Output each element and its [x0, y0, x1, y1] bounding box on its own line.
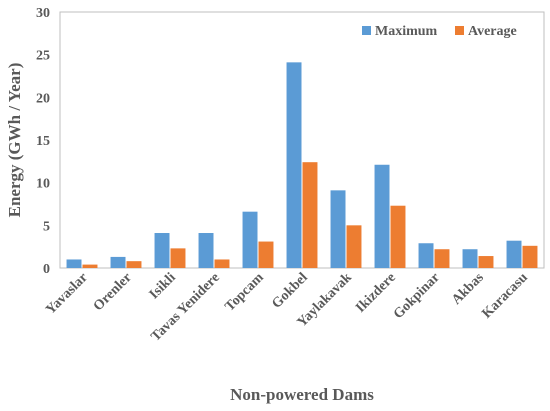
bar-maximum-yavaslar: [66, 259, 82, 268]
x-tick-label: Gokpinar: [391, 270, 443, 322]
bar-average-gokpinar: [434, 249, 450, 268]
plot-border: [59, 11, 545, 269]
bars: [66, 62, 538, 268]
legend: Maximum Average: [362, 24, 517, 39]
y-tick-label: 20: [36, 91, 50, 106]
bar-maximum-ikizdere: [374, 164, 390, 268]
bar-average-isikli: [170, 248, 186, 268]
bar-maximum-tavas-yenidere: [198, 233, 214, 268]
bar-maximum-gokpinar: [418, 243, 434, 268]
bar-average-karacasu: [522, 245, 538, 268]
bar-average-topcam: [258, 241, 274, 268]
x-axis-title: Non-powered Dams: [230, 385, 374, 404]
bar-maximum-topcam: [242, 211, 258, 268]
bar-average-yavaslar: [82, 264, 98, 268]
y-tick-label: 10: [36, 177, 50, 192]
x-tick-label: Karacasu: [480, 270, 531, 321]
bar-maximum-yaylakavak: [330, 190, 346, 268]
bar-average-yaylakavak: [346, 225, 362, 268]
x-tick-label: Ikizdere: [353, 270, 399, 316]
y-tick-label: 15: [36, 134, 50, 149]
legend-label-average: Average: [468, 24, 517, 39]
bar-maximum-orenler: [110, 256, 126, 268]
bar-average-gokbel: [302, 162, 318, 268]
legend-swatch-average: [455, 26, 464, 35]
x-tick-label: Isikli: [147, 270, 179, 302]
x-tick-label: Gokbel: [269, 270, 310, 311]
bar-maximum-gokbel: [286, 62, 302, 268]
x-tick-label: Orenler: [91, 270, 135, 314]
bar-average-orenler: [126, 261, 142, 268]
bar-average-ikizdere: [390, 205, 406, 268]
bar-maximum-akbas: [462, 249, 478, 268]
x-tick-label: Akbas: [449, 270, 487, 308]
y-axis-ticks: 0 5 10 15 20 25 30: [36, 6, 50, 277]
y-axis-title: Energy (GWh / Year): [5, 63, 24, 218]
y-tick-label: 30: [36, 6, 50, 21]
y-tick-label: 0: [43, 262, 50, 277]
bar-maximum-isikli: [154, 233, 170, 268]
legend-label-maximum: Maximum: [375, 24, 438, 39]
bar-average-akbas: [478, 256, 494, 268]
plot-area: [59, 11, 545, 269]
x-tick-label: Yavaslar: [43, 270, 90, 317]
y-tick-label: 5: [43, 219, 50, 234]
bar-maximum-karacasu: [506, 240, 522, 268]
bar-average-tavas-yenidere: [214, 259, 230, 268]
legend-swatch-maximum: [362, 26, 371, 35]
x-tick-label: Topcam: [222, 270, 267, 315]
y-tick-label: 25: [36, 49, 50, 64]
